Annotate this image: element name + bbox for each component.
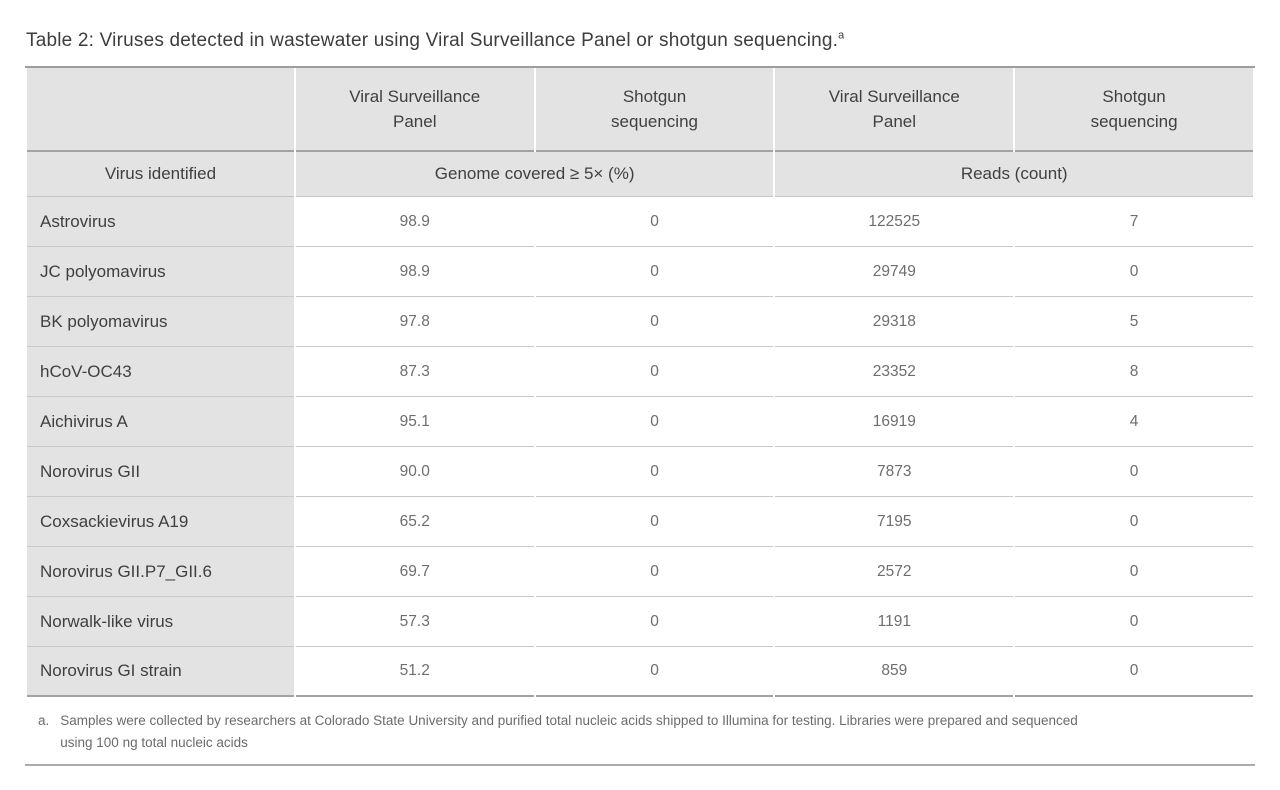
footnote-marker: a. — [38, 713, 50, 728]
shotgun-reads-cell: 0 — [1015, 247, 1253, 297]
vsp-genome-cell: 98.9 — [295, 247, 534, 297]
virus-name-cell: Norovirus GI strain — [27, 647, 294, 697]
vsp-genome-cell: 95.1 — [295, 397, 534, 447]
bottom-divider — [25, 764, 1255, 767]
table-caption-text: Table 2: Viruses detected in wastewater … — [26, 30, 839, 51]
table-row: hCoV-OC43 87.3 0 23352 8 — [27, 347, 1253, 397]
virus-name-cell: JC polyomavirus — [27, 247, 294, 297]
vsp-genome-cell: 97.8 — [295, 297, 534, 347]
shotgun-genome-cell: 0 — [535, 347, 774, 397]
shotgun-genome-cell: 0 — [535, 497, 774, 547]
shotgun-reads-cell: 8 — [1015, 347, 1253, 397]
table-caption: Table 2: Viruses detected in wastewater … — [26, 30, 1255, 52]
shotgun-reads-cell: 5 — [1015, 297, 1253, 347]
shotgun-reads-cell: 0 — [1015, 547, 1253, 597]
shotgun-genome-cell: 0 — [535, 597, 774, 647]
virus-name-cell: BK polyomavirus — [27, 297, 294, 347]
table-row: BK polyomavirus 97.8 0 29318 5 — [27, 297, 1253, 347]
table-row: JC polyomavirus 98.9 0 29749 0 — [27, 247, 1253, 297]
vsp-reads-cell: 29318 — [775, 297, 1014, 347]
header-reads-count: Reads (count) — [775, 152, 1253, 197]
vsp-genome-cell: 65.2 — [295, 497, 534, 547]
header-shotgun-genome: Shotgun sequencing — [535, 68, 774, 152]
vsp-reads-cell: 29749 — [775, 247, 1014, 297]
empty-header-cell — [27, 68, 294, 152]
subheader-row: Virus identified Genome covered ≥ 5× (%)… — [27, 152, 1253, 197]
virus-name-cell: hCoV-OC43 — [27, 347, 294, 397]
header-shotgun-reads: Shotgun sequencing — [1015, 68, 1253, 152]
table-row: Norovirus GII 90.0 0 7873 0 — [27, 447, 1253, 497]
vsp-reads-cell: 1191 — [775, 597, 1014, 647]
shotgun-genome-cell: 0 — [535, 197, 774, 247]
virus-name-cell: Coxsackievirus A19 — [27, 497, 294, 547]
footnote: a. Samples were collected by researchers… — [38, 710, 1255, 753]
footnote-text: Samples were collected by researchers at… — [60, 713, 1078, 750]
shotgun-genome-cell: 0 — [535, 447, 774, 497]
vsp-reads-cell: 2572 — [775, 547, 1014, 597]
vsp-reads-cell: 7873 — [775, 447, 1014, 497]
vsp-genome-cell: 87.3 — [295, 347, 534, 397]
vsp-reads-cell: 16919 — [775, 397, 1014, 447]
virus-name-cell: Norovirus GII.P7_GII.6 — [27, 547, 294, 597]
group-header-row: Viral Surveillance Panel Shotgun sequenc… — [27, 68, 1253, 152]
viruses-table: Viral Surveillance Panel Shotgun sequenc… — [25, 68, 1255, 697]
vsp-genome-cell: 69.7 — [295, 547, 534, 597]
vsp-reads-cell: 859 — [775, 647, 1014, 697]
header-vsp-genome: Viral Surveillance Panel — [295, 68, 534, 152]
table-row: Norwalk-like virus 57.3 0 1191 0 — [27, 597, 1253, 647]
table-row: Coxsackievirus A19 65.2 0 7195 0 — [27, 497, 1253, 547]
shotgun-genome-cell: 0 — [535, 547, 774, 597]
shotgun-reads-cell: 7 — [1015, 197, 1253, 247]
vsp-reads-cell: 7195 — [775, 497, 1014, 547]
shotgun-reads-cell: 0 — [1015, 497, 1253, 547]
shotgun-genome-cell: 0 — [535, 247, 774, 297]
table-row: Norovirus GII.P7_GII.6 69.7 0 2572 0 — [27, 547, 1253, 597]
shotgun-reads-cell: 0 — [1015, 597, 1253, 647]
table-row: Astrovirus 98.9 0 122525 7 — [27, 197, 1253, 247]
virus-name-cell: Norwalk-like virus — [27, 597, 294, 647]
vsp-genome-cell: 90.0 — [295, 447, 534, 497]
vsp-reads-cell: 23352 — [775, 347, 1014, 397]
table-row: Aichivirus A 95.1 0 16919 4 — [27, 397, 1253, 447]
shotgun-genome-cell: 0 — [535, 397, 774, 447]
shotgun-genome-cell: 0 — [535, 297, 774, 347]
shotgun-reads-cell: 4 — [1015, 397, 1253, 447]
header-vsp-reads: Viral Surveillance Panel — [775, 68, 1014, 152]
virus-name-cell: Astrovirus — [27, 197, 294, 247]
shotgun-reads-cell: 0 — [1015, 647, 1253, 697]
vsp-reads-cell: 122525 — [775, 197, 1014, 247]
vsp-genome-cell: 51.2 — [295, 647, 534, 697]
table-caption-superscript: a — [838, 29, 845, 42]
table-row: Norovirus GI strain 51.2 0 859 0 — [27, 647, 1253, 697]
shotgun-reads-cell: 0 — [1015, 447, 1253, 497]
virus-name-cell: Aichivirus A — [27, 397, 294, 447]
header-genome-covered: Genome covered ≥ 5× (%) — [295, 152, 774, 197]
header-virus-identified: Virus identified — [27, 152, 294, 197]
viruses-table-wrap: Viral Surveillance Panel Shotgun sequenc… — [25, 66, 1255, 697]
virus-name-cell: Norovirus GII — [27, 447, 294, 497]
vsp-genome-cell: 57.3 — [295, 597, 534, 647]
shotgun-genome-cell: 0 — [535, 647, 774, 697]
vsp-genome-cell: 98.9 — [295, 197, 534, 247]
